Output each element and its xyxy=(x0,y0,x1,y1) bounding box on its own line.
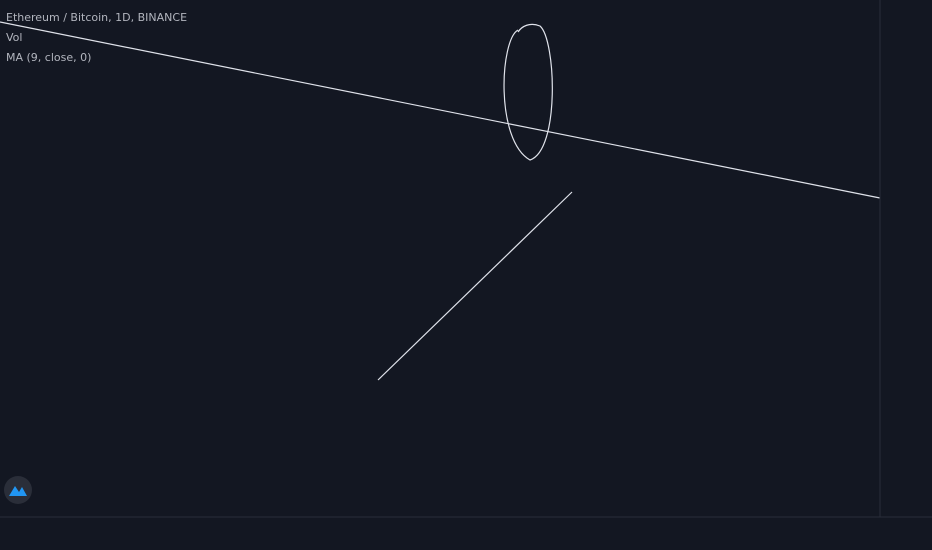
ma-legend: MA (9, close, 0) xyxy=(6,51,91,64)
support-line xyxy=(377,191,573,381)
logo-icon xyxy=(9,486,27,496)
circle-annotation xyxy=(503,23,553,161)
logo[interactable] xyxy=(4,476,32,504)
trend-line xyxy=(0,21,881,199)
chart-title: Ethereum / Bitcoin, 1D, BINANCE xyxy=(6,11,187,24)
volume-label: Vol xyxy=(6,31,22,44)
